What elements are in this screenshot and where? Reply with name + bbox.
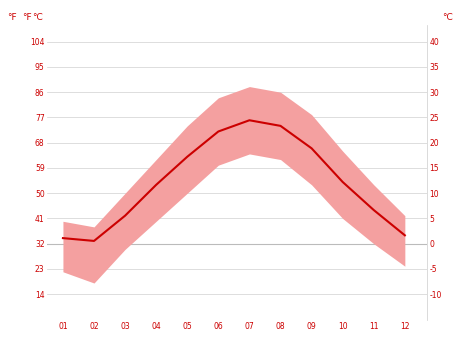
Text: °F: °F [7,13,16,22]
Text: °F: °F [22,13,31,22]
Text: °C: °C [442,13,453,22]
Text: °C: °C [32,13,43,22]
